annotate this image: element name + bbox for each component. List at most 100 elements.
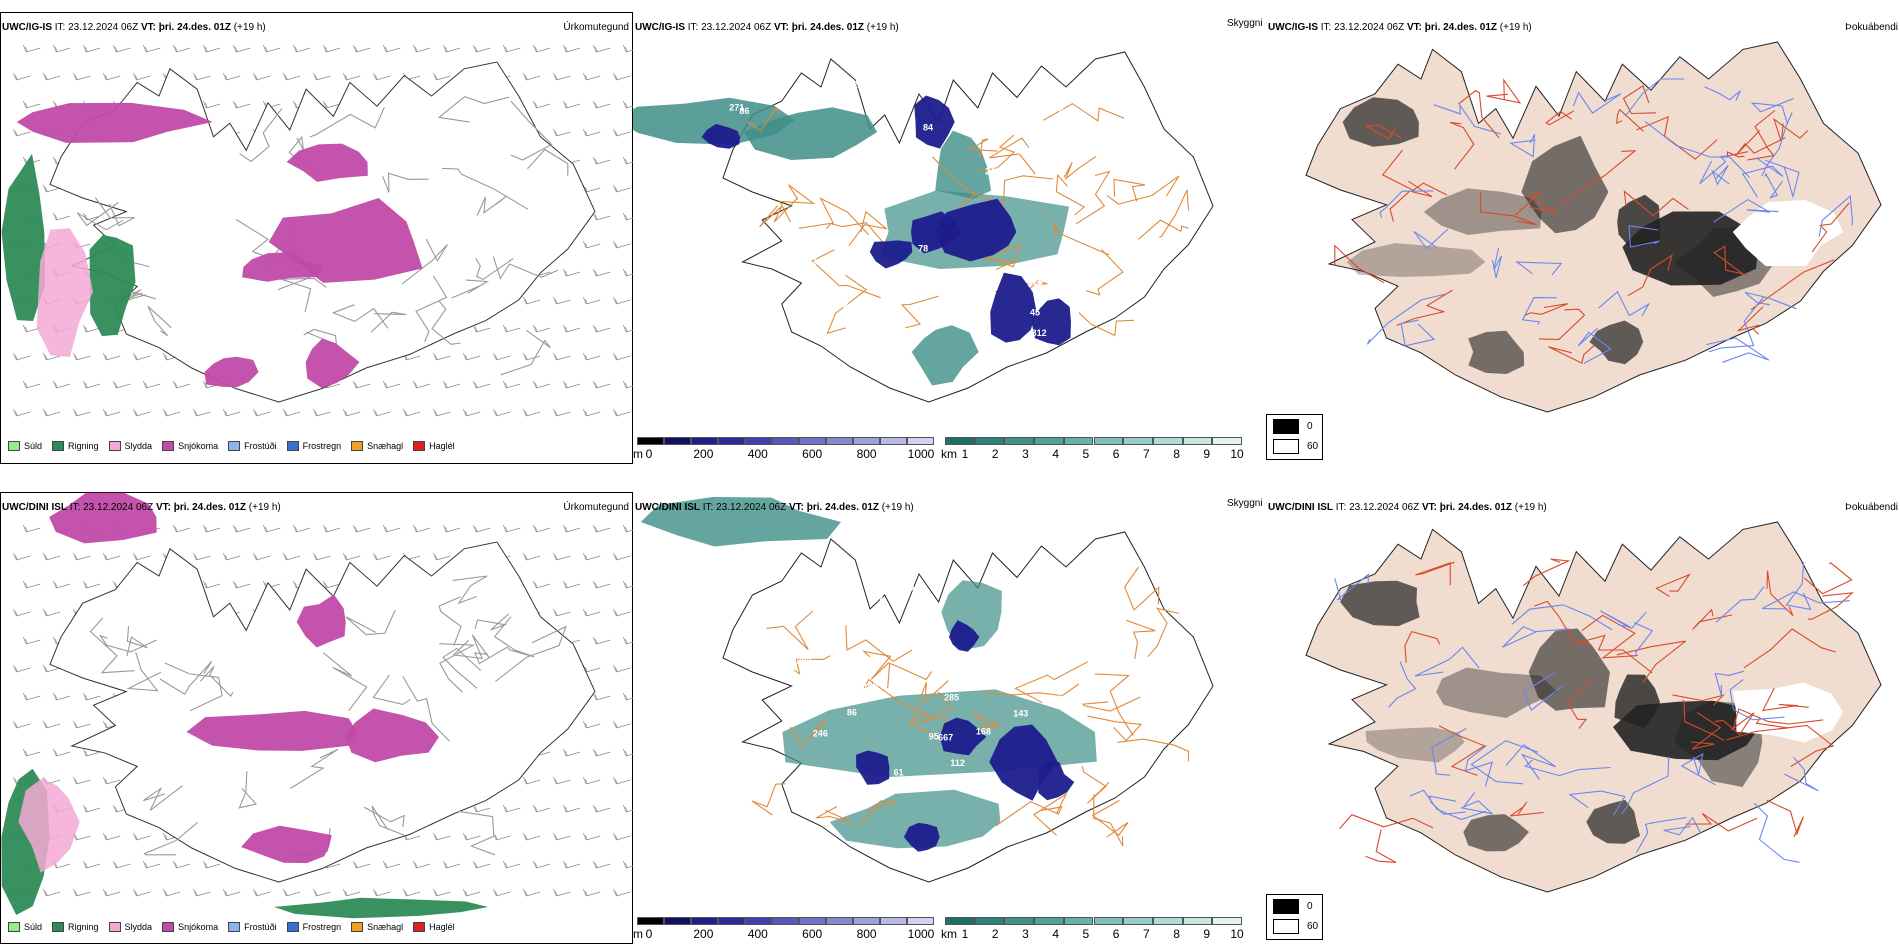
- vt-label: VT:: [1421, 502, 1437, 513]
- wind-barb: [562, 268, 581, 277]
- road-line: [126, 626, 148, 657]
- river-line: [1409, 789, 1486, 820]
- road-line: [766, 610, 814, 651]
- legend-swatch: [108, 441, 121, 451]
- wind-barb: [592, 748, 611, 757]
- iceland-coastline: [1305, 41, 1882, 413]
- road-line: [789, 721, 828, 748]
- wind-barb: [22, 692, 41, 701]
- wind-barb: [582, 408, 601, 417]
- wind-barb: [492, 352, 511, 361]
- snow-area: [305, 338, 360, 388]
- road-line: [431, 300, 461, 345]
- wind-barb: [522, 888, 541, 897]
- colorbar-unit: m: [633, 927, 643, 941]
- wind-barb: [532, 804, 551, 813]
- road-line: [492, 256, 559, 280]
- road-line: [1655, 573, 1691, 597]
- wind-barb: [592, 212, 611, 221]
- wind-barb: [102, 832, 121, 841]
- ceiling-value-label: 621: [1059, 107, 1074, 117]
- legend-swatch: [162, 441, 175, 451]
- colorbar-tick: 5: [1082, 927, 1090, 941]
- river-line: [1764, 172, 1784, 199]
- colorbar-tick: 2: [991, 447, 999, 461]
- wind-barb: [522, 408, 541, 417]
- ceiling-value-label: 45: [858, 315, 868, 325]
- colorbar-tick: 800: [856, 927, 877, 941]
- low-ceiling-area: [939, 717, 987, 756]
- fog-legend-swatch: [1273, 439, 1299, 454]
- colorbar-segment: [1123, 917, 1153, 925]
- colorbar-tick: 400: [747, 447, 768, 461]
- wind-barb: [42, 184, 61, 193]
- wind-barb: [42, 352, 61, 361]
- road-line: [1713, 245, 1750, 276]
- road-line: [1715, 712, 1755, 736]
- colorbar-tick: 1: [961, 927, 969, 941]
- colorbar-segment: [1063, 917, 1094, 925]
- wind-barb: [622, 268, 633, 277]
- colorbar-tick: 6: [1112, 927, 1120, 941]
- wind-barb: [562, 524, 581, 533]
- wind-barb: [222, 888, 241, 897]
- vt-label: VT:: [140, 22, 156, 33]
- road-line: [1075, 170, 1111, 225]
- precip-legend: Súld Rigning Slydda Snjókoma Frostúði Frostre…: [8, 441, 455, 451]
- wind-barb: [522, 776, 541, 785]
- river-line: [1699, 154, 1730, 185]
- legend-label: Rigning: [68, 922, 99, 932]
- river-line: [1621, 756, 1670, 815]
- colorbar-segment: [799, 917, 826, 925]
- road-line: [811, 249, 881, 299]
- river-line: [1762, 591, 1850, 610]
- fog-legend-row: 60: [1273, 439, 1318, 454]
- road-line: [826, 274, 868, 335]
- wind-barb: [462, 408, 481, 417]
- fog-index-area: [1468, 330, 1525, 374]
- wind-barb: [102, 408, 121, 417]
- ceiling-value-label: 76: [836, 84, 846, 94]
- road-line: [863, 678, 935, 718]
- model-name: UWC/IG-IS: [635, 22, 685, 33]
- wind-barb: [232, 580, 251, 589]
- fog-index-area: [1521, 135, 1609, 234]
- it-value: 23.12.2024 06Z: [701, 22, 772, 33]
- road-line: [438, 596, 462, 646]
- wind-barb: [592, 804, 611, 813]
- wind-barb: [552, 352, 571, 361]
- colorbar-tick: 10: [1230, 447, 1244, 461]
- fog-index-area: [1365, 727, 1465, 763]
- wind-barb: [472, 324, 491, 333]
- river-line: [1600, 610, 1647, 630]
- wind-barb: [72, 408, 91, 417]
- fog-legend-row: 0: [1273, 899, 1313, 914]
- low-ceiling-area: [701, 123, 740, 149]
- road-line: [493, 616, 535, 658]
- fog-index-area: [1463, 814, 1529, 852]
- legend-item: Haglél: [413, 922, 455, 932]
- wind-barb: [52, 580, 71, 589]
- wind-barb: [492, 832, 511, 841]
- colorbar-segment: [637, 437, 664, 445]
- road-line: [500, 329, 551, 376]
- colorbar-tick: 200: [693, 447, 714, 461]
- wind-barb: [352, 524, 371, 533]
- panel-bottom-precip-type: UWC/DINI ISL IT: 23.12.2024 06Z VT: þri.…: [0, 492, 633, 944]
- wind-barb: [202, 580, 221, 589]
- wind-barb: [592, 692, 611, 701]
- wind-barb: [432, 832, 451, 841]
- wind-barb: [382, 380, 401, 389]
- colorbar-tick: 4: [1052, 447, 1059, 461]
- wind-barb: [562, 100, 581, 109]
- wind-barb: [612, 720, 631, 729]
- river-line: [1431, 728, 1467, 776]
- ceiling-value-label: 113: [892, 54, 907, 64]
- ceiling-value-label: 89: [870, 514, 880, 524]
- wind-barb: [612, 776, 631, 785]
- it-value: 23.12.2024 06Z: [716, 502, 787, 513]
- wind-barb: [492, 408, 511, 417]
- colorbar-segment: [907, 437, 934, 445]
- wind-barb: [82, 748, 101, 757]
- road-line: [983, 243, 1022, 268]
